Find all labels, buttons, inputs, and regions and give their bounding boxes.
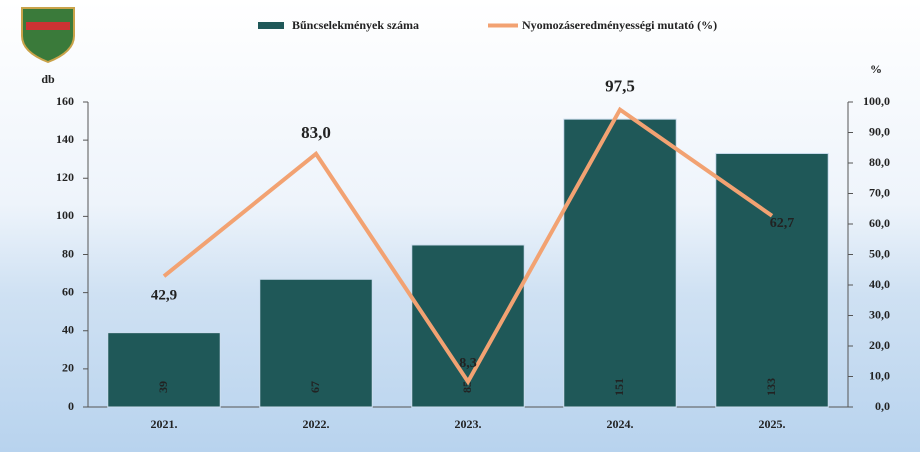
bar	[715, 152, 829, 408]
bar	[259, 278, 373, 408]
y2-tick-label: 90,0	[869, 124, 890, 138]
line-value-label: 83,0	[301, 123, 331, 142]
logo	[21, 7, 75, 64]
line-value-label: 62,7	[770, 216, 795, 231]
y-tick-label: 120	[56, 170, 74, 184]
y-tick-label: 160	[56, 94, 74, 108]
bar-value-label: 67	[308, 381, 322, 393]
line-value-label: 97,5	[605, 77, 635, 96]
y-tick-label: 100	[56, 208, 74, 222]
x-tick-label: 2023.	[455, 417, 482, 431]
y2-axis-title: %	[870, 62, 882, 76]
y2-tick-label: 0,0	[875, 399, 890, 413]
legend-label: Nyomozáseredményességi mutató (%)	[522, 18, 717, 32]
x-tick-label: 2021.	[151, 417, 178, 431]
y-tick-label: 40	[62, 323, 74, 337]
y2-tick-label: 100,0	[863, 94, 890, 108]
bar-value-label: 151	[612, 378, 626, 396]
x-tick-label: 2022.	[303, 417, 330, 431]
y-axis-title: db	[41, 72, 55, 86]
y2-tick-label: 70,0	[869, 185, 890, 199]
line-value-label: 42,9	[151, 288, 177, 304]
bar	[563, 118, 677, 408]
y2-tick-label: 60,0	[869, 216, 890, 230]
bar-value-label: 133	[764, 378, 778, 396]
y2-tick-label: 40,0	[869, 277, 890, 291]
x-tick-label: 2024.	[607, 417, 634, 431]
y-tick-label: 20	[62, 361, 74, 375]
bar	[107, 332, 221, 408]
y2-tick-label: 20,0	[869, 338, 890, 352]
y-tick-label: 80	[62, 246, 74, 260]
y2-tick-label: 30,0	[869, 307, 890, 321]
legend-label: Bűncselekmények száma	[292, 18, 419, 32]
y2-tick-label: 50,0	[869, 246, 890, 260]
bar-value-label: 39	[156, 381, 170, 393]
y-tick-label: 0	[68, 399, 74, 413]
line	[162, 106, 774, 386]
y-tick-label: 140	[56, 132, 74, 146]
legend-swatch	[258, 22, 284, 29]
y2-tick-label: 10,0	[869, 368, 890, 382]
y-tick-label: 60	[62, 284, 74, 298]
bar-value-label: 85	[460, 381, 474, 393]
line-value-label: 8,3	[459, 356, 477, 371]
y2-tick-label: 80,0	[869, 155, 890, 169]
x-tick-label: 2025.	[759, 417, 786, 431]
